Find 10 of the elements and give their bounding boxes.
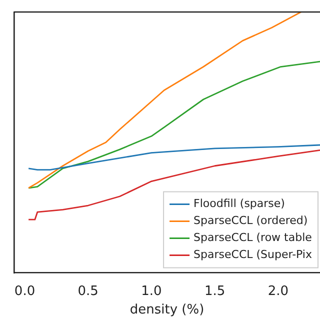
x-tick-label: 0.5 xyxy=(78,284,98,299)
x-tick-label: 1.5 xyxy=(204,284,226,299)
legend-label: SparseCCL (Super-Pix xyxy=(194,248,312,262)
legend-label: SparseCCL (ordered) xyxy=(194,214,308,228)
x-tick-label: 0.0 xyxy=(14,284,36,299)
legend-label: Floodfill (sparse) xyxy=(194,197,285,210)
legend-label: SparseCCL (row table xyxy=(194,231,312,244)
x-tick-label: 1.0 xyxy=(141,284,162,299)
x-axis-title: density (%) xyxy=(130,302,204,318)
x-tick-label: 2.0 xyxy=(268,284,289,299)
